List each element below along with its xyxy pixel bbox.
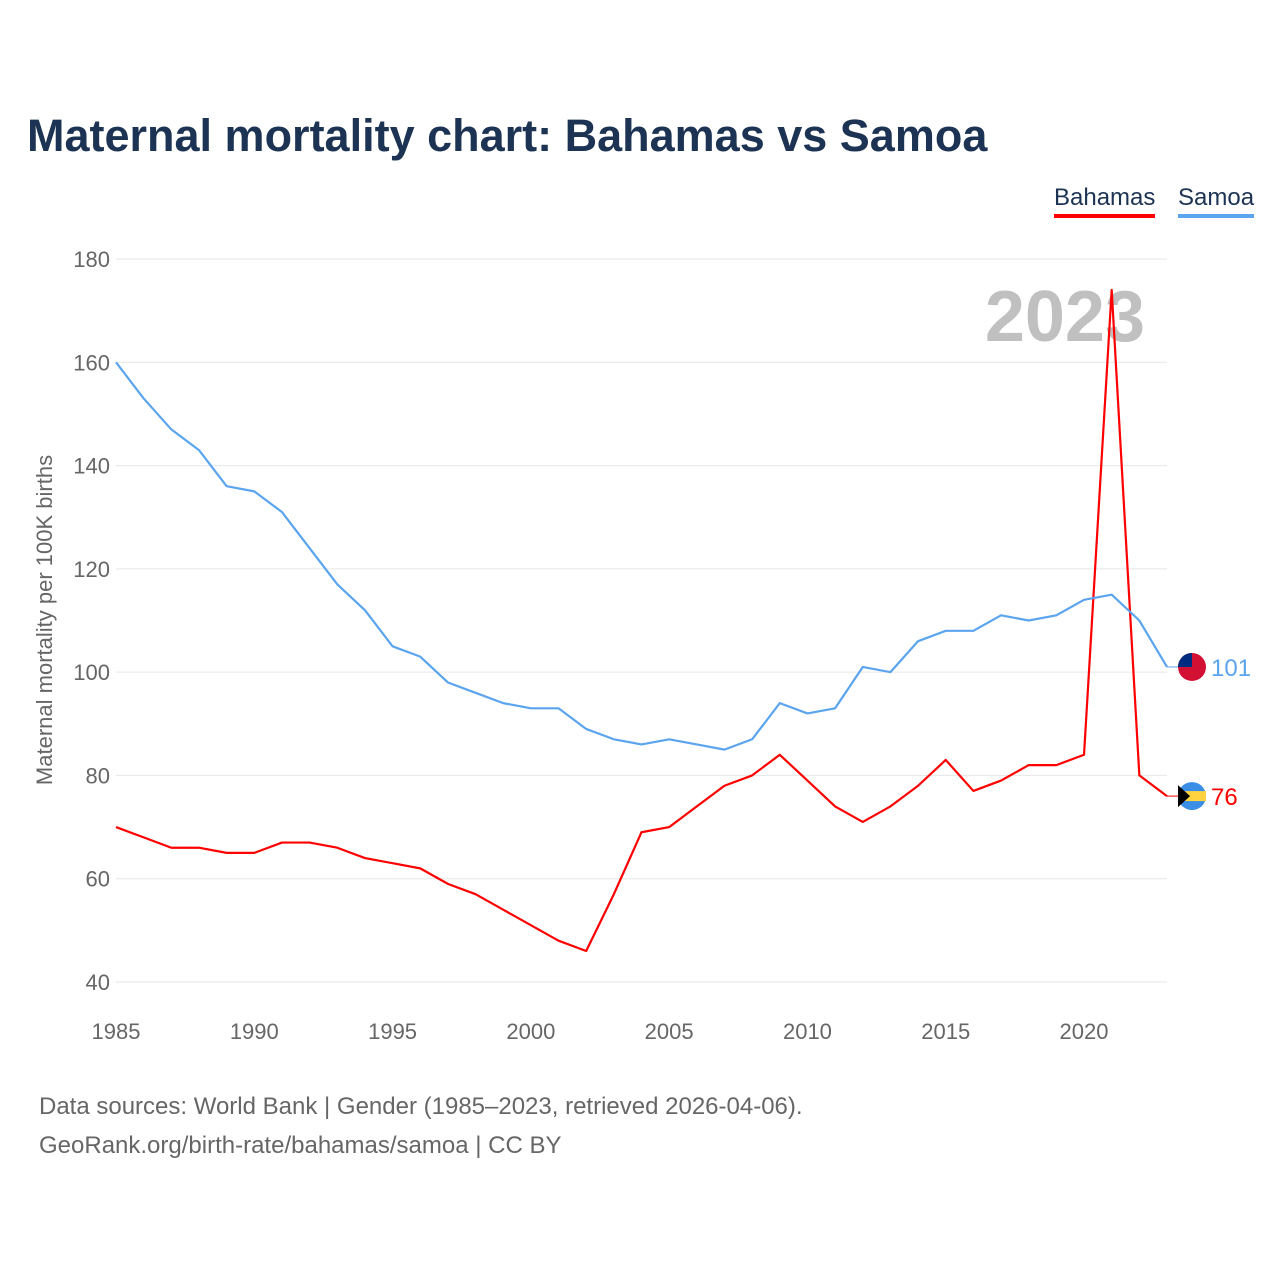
series-line-samoa: [115, 361, 1168, 751]
footer: Data sources: World Bank | Gender (1985–…: [39, 1087, 803, 1165]
x-tick-label: 2015: [921, 1019, 970, 1044]
x-tick-label: 2005: [645, 1019, 694, 1044]
y-tick-label: 180: [73, 247, 110, 272]
samoa-flag-canton: [1178, 652, 1192, 667]
legend-samoa[interactable]: Samoa: [1178, 184, 1255, 218]
y-tick-label: 120: [73, 557, 110, 582]
x-tick-label: 2020: [1060, 1019, 1109, 1044]
y-tick-label: 140: [73, 454, 110, 479]
x-tick-label: 2000: [506, 1019, 555, 1044]
bahamas-flag-stripe: [1178, 791, 1206, 802]
y-tick-label: 160: [73, 350, 110, 375]
bahamas-flag-triangle: [1178, 785, 1190, 808]
y-tick-label: 100: [73, 660, 110, 685]
y-axis-label: Maternal mortality per 100K births: [32, 455, 57, 785]
end-value-label: 101: [1211, 655, 1251, 682]
source-link[interactable]: GeoRank.org/birth-rate/bahamas/samoa | C…: [39, 1132, 562, 1159]
legend-bahamas[interactable]: Bahamas: [1054, 184, 1156, 218]
x-tick-label: 1995: [368, 1019, 417, 1044]
x-tick-label: 2010: [783, 1019, 832, 1044]
source-text: Data sources: World Bank | Gender (1985–…: [39, 1093, 803, 1120]
series-line-bahamas: [115, 288, 1168, 953]
y-tick-label: 80: [86, 763, 110, 788]
end-value-label: 76: [1211, 784, 1238, 811]
y-tick-label: 40: [86, 970, 110, 995]
x-tick-label: 1990: [230, 1019, 279, 1044]
year-watermark: 2023: [985, 277, 1145, 357]
x-tick-label: 1985: [92, 1019, 141, 1044]
y-tick-label: 60: [86, 867, 110, 892]
chart-title: Maternal mortality chart: Bahamas vs Sam…: [27, 110, 988, 161]
